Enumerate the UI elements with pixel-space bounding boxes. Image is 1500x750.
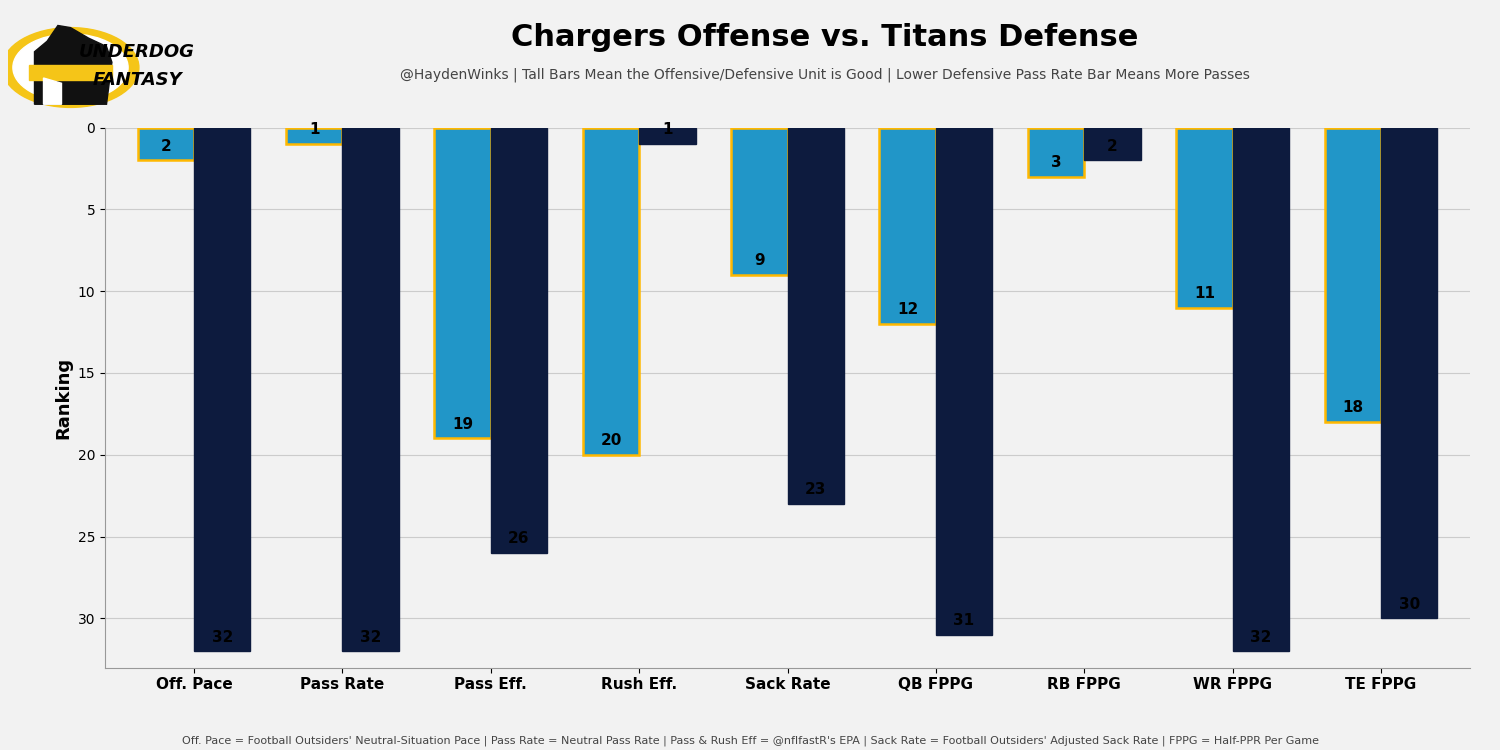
Text: 19: 19 <box>452 417 472 432</box>
Bar <box>1176 128 1233 308</box>
Text: 20: 20 <box>600 433 621 448</box>
Bar <box>1233 128 1288 651</box>
Circle shape <box>13 34 128 101</box>
Text: @HaydenWinks | Tall Bars Mean the Offensive/Defensive Unit is Good | Lower Defen: @HaydenWinks | Tall Bars Mean the Offens… <box>400 68 1250 82</box>
Circle shape <box>2 28 140 107</box>
Bar <box>490 128 548 553</box>
Bar <box>286 128 342 144</box>
Polygon shape <box>34 26 112 104</box>
Text: FANTASY: FANTASY <box>93 71 182 89</box>
Text: UNDERDOG: UNDERDOG <box>80 43 195 61</box>
Text: 9: 9 <box>754 254 765 268</box>
Text: 1: 1 <box>309 122 320 137</box>
Text: 1: 1 <box>662 122 672 137</box>
Text: 26: 26 <box>509 532 530 547</box>
Bar <box>435 128 490 439</box>
Polygon shape <box>44 78 62 104</box>
Text: 31: 31 <box>954 614 975 628</box>
Bar <box>1028 128 1084 176</box>
Text: Off. Pace = Football Outsiders' Neutral-Situation Pace | Pass Rate = Neutral Pas: Off. Pace = Football Outsiders' Neutral-… <box>182 736 1318 746</box>
Text: 3: 3 <box>1050 155 1062 170</box>
Text: 32: 32 <box>211 629 232 644</box>
Text: 12: 12 <box>897 302 918 317</box>
Text: 2: 2 <box>160 139 171 154</box>
Text: 2: 2 <box>1107 139 1118 154</box>
Bar <box>730 128 788 274</box>
Bar <box>1084 128 1140 160</box>
Bar <box>788 128 844 504</box>
Text: 32: 32 <box>360 629 381 644</box>
Text: 18: 18 <box>1342 400 1364 416</box>
Bar <box>194 128 250 651</box>
Bar <box>936 128 992 634</box>
Bar <box>138 128 194 160</box>
Y-axis label: Ranking: Ranking <box>54 356 72 439</box>
Bar <box>639 128 696 144</box>
Bar <box>582 128 639 454</box>
Text: 32: 32 <box>1250 629 1272 644</box>
Bar <box>1382 128 1437 619</box>
Text: Chargers Offense vs. Titans Defense: Chargers Offense vs. Titans Defense <box>512 22 1138 52</box>
Bar <box>1324 128 1382 422</box>
Text: 11: 11 <box>1194 286 1215 301</box>
Bar <box>879 128 936 324</box>
Bar <box>342 128 399 651</box>
Text: 30: 30 <box>1398 597 1420 612</box>
Text: 23: 23 <box>806 482 826 497</box>
Polygon shape <box>28 65 112 80</box>
